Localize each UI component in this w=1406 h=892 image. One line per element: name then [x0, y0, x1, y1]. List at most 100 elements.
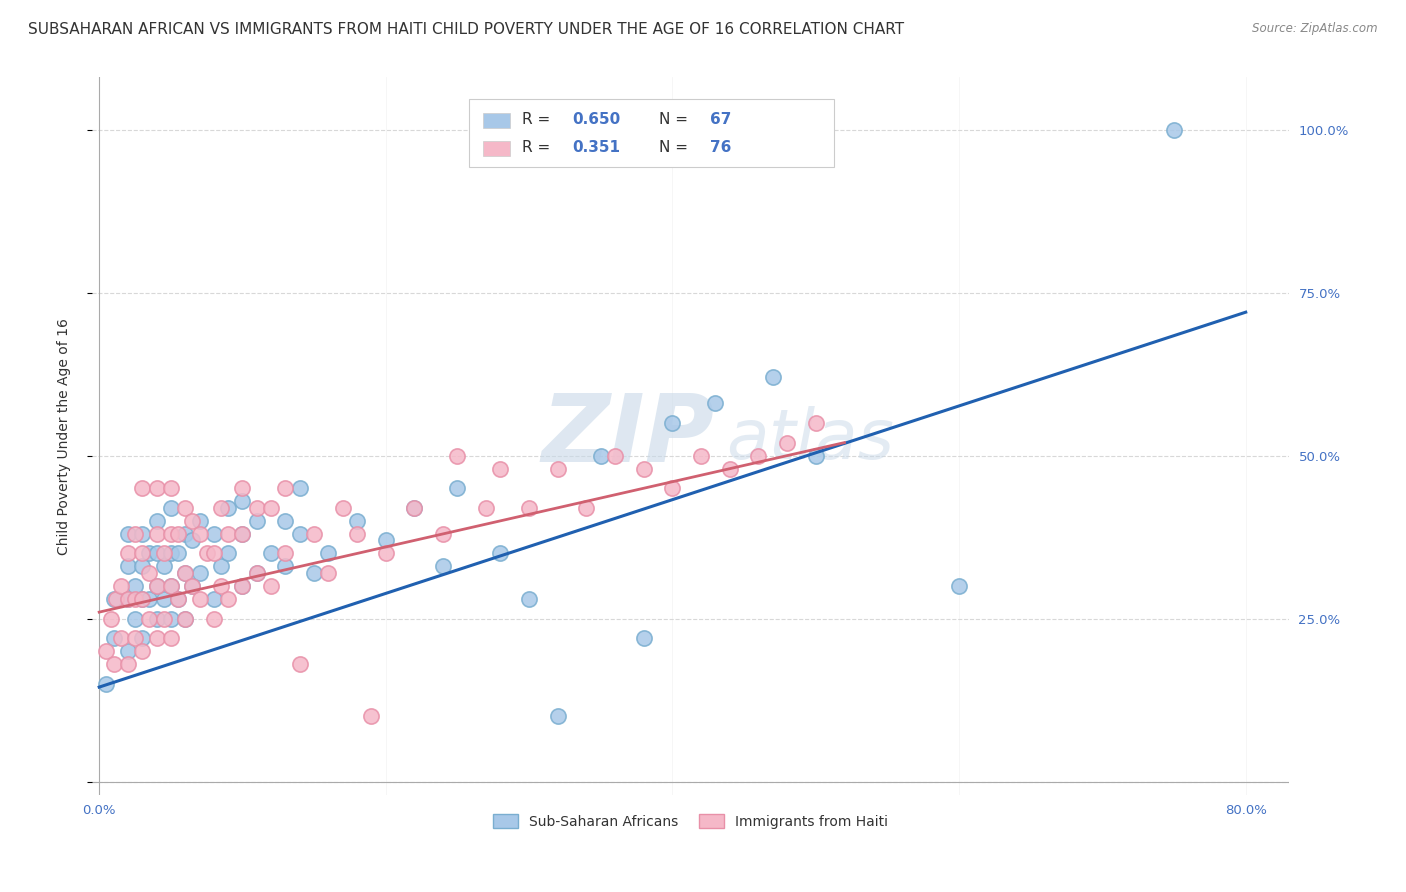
Text: N =: N = [659, 139, 689, 154]
Point [96, 644, 118, 658]
Point [432, 559, 454, 574]
Point [124, 527, 146, 541]
Point [332, 500, 354, 515]
FancyBboxPatch shape [484, 141, 509, 155]
Point [517, 592, 540, 607]
Point [138, 592, 160, 607]
Point [776, 435, 799, 450]
Point [231, 494, 253, 508]
Point [160, 612, 183, 626]
Point [160, 579, 183, 593]
Point [174, 500, 197, 515]
Point [152, 612, 174, 626]
Point [202, 527, 225, 541]
Point [260, 579, 283, 593]
Point [547, 461, 569, 475]
Point [145, 514, 167, 528]
Point [260, 500, 283, 515]
FancyBboxPatch shape [470, 99, 834, 167]
Point [209, 559, 232, 574]
Point [690, 449, 713, 463]
Point [160, 481, 183, 495]
Point [160, 500, 183, 515]
Text: 0.351: 0.351 [572, 139, 620, 154]
Point [231, 579, 253, 593]
Point [209, 579, 232, 593]
Point [246, 500, 269, 515]
Point [661, 481, 683, 495]
Point [217, 527, 239, 541]
Point [231, 527, 253, 541]
Point [181, 514, 204, 528]
Text: atlas: atlas [727, 406, 894, 473]
Point [131, 644, 153, 658]
Point [404, 500, 426, 515]
Point [152, 592, 174, 607]
Point [547, 709, 569, 723]
Point [188, 592, 211, 607]
Point [446, 481, 468, 495]
Point [138, 612, 160, 626]
Text: N =: N = [659, 112, 689, 128]
Point [288, 481, 311, 495]
Point [117, 546, 139, 560]
Point [346, 527, 368, 541]
Point [174, 527, 197, 541]
Point [246, 514, 269, 528]
Point [288, 657, 311, 672]
Point [167, 546, 190, 560]
Point [96, 677, 118, 691]
Point [302, 527, 325, 541]
Point [231, 527, 253, 541]
Point [167, 527, 190, 541]
Point [217, 546, 239, 560]
Text: R =: R = [522, 139, 550, 154]
Legend: Sub-Saharan Africans, Immigrants from Haiti: Sub-Saharan Africans, Immigrants from Ha… [486, 808, 894, 834]
Point [181, 579, 204, 593]
Point [605, 449, 627, 463]
Point [217, 592, 239, 607]
Point [131, 559, 153, 574]
Point [181, 579, 204, 593]
Point [117, 592, 139, 607]
Point [274, 514, 297, 528]
Point [188, 527, 211, 541]
Point [124, 612, 146, 626]
Point [195, 546, 218, 560]
Point [145, 546, 167, 560]
Point [209, 500, 232, 515]
Point [174, 612, 197, 626]
Point [117, 644, 139, 658]
Point [103, 592, 125, 607]
Text: ZIP: ZIP [541, 390, 714, 482]
Point [318, 546, 340, 560]
Point [404, 500, 426, 515]
Point [145, 612, 167, 626]
Point [174, 612, 197, 626]
Point [103, 631, 125, 645]
Point [110, 579, 132, 593]
Point [489, 546, 512, 560]
Point [152, 559, 174, 574]
Text: 0.650: 0.650 [572, 112, 620, 128]
Text: R =: R = [522, 112, 550, 128]
Point [100, 612, 122, 626]
Point [446, 449, 468, 463]
Point [145, 481, 167, 495]
Point [174, 566, 197, 580]
Point [145, 631, 167, 645]
Point [360, 709, 382, 723]
Point [274, 559, 297, 574]
Point [374, 546, 396, 560]
Point [188, 566, 211, 580]
Point [432, 527, 454, 541]
Point [948, 579, 970, 593]
Point [202, 546, 225, 560]
Point [575, 500, 598, 515]
Text: Source: ZipAtlas.com: Source: ZipAtlas.com [1253, 22, 1378, 36]
Point [117, 592, 139, 607]
Point [202, 612, 225, 626]
Point [475, 500, 498, 515]
Point [517, 500, 540, 515]
Point [138, 546, 160, 560]
